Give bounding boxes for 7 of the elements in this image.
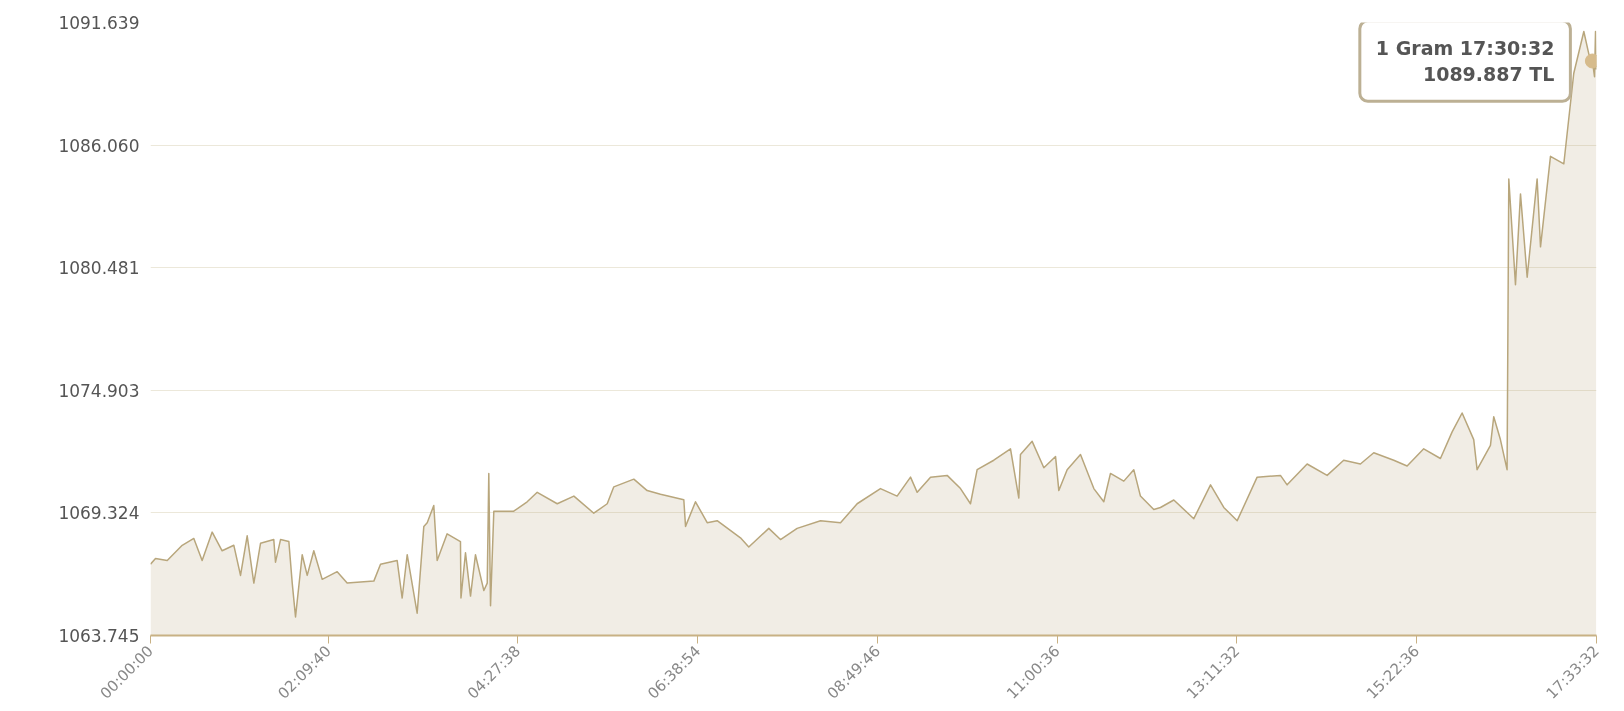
y-tick-label: 1063.745 [58,626,140,646]
annotation: 1 Gram 17:30:32 1089.887 TL [1375,36,1555,86]
y-tick-label: 1080.481 [58,258,140,279]
y-tick-label: 1074.903 [58,380,140,401]
y-tick-label: 1091.639 [58,13,140,33]
y-tick-label: 1086.060 [58,135,140,156]
y-tick-label: 1069.324 [58,503,140,524]
